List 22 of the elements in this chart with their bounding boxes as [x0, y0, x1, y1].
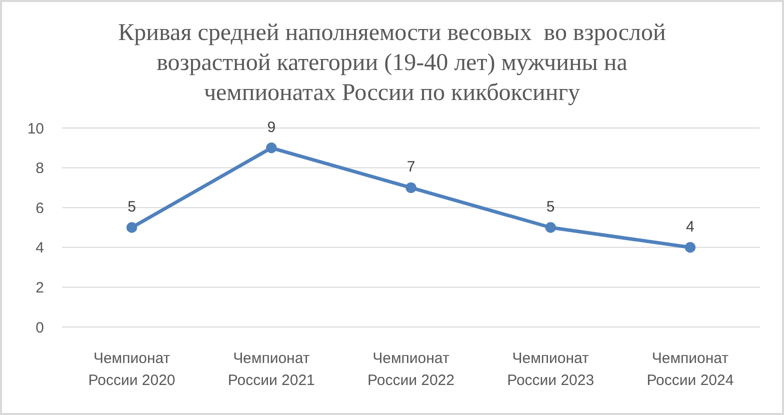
data-label: 7 — [406, 158, 416, 176]
y-tick-label: 0 — [36, 319, 44, 336]
y-tick-label: 10 — [27, 120, 44, 138]
x-tick-label: Чемпионат России 2021 — [228, 350, 315, 389]
y-tick-label: 2 — [36, 279, 44, 296]
point — [266, 142, 277, 154]
data-label: 4 — [686, 218, 694, 236]
point — [126, 222, 138, 233]
data-label: 5 — [128, 198, 136, 216]
y-tick-label: 8 — [36, 160, 44, 178]
x-tick-label: Чемпионат России 2020 — [88, 350, 176, 389]
point — [684, 242, 696, 253]
x-tick-label: Чемпионат России 2024 — [646, 350, 734, 389]
x-tick-label: Чемпионат России 2022 — [368, 350, 454, 389]
data-label: 9 — [267, 118, 276, 136]
x-tick-label: Чемпионат России 2023 — [507, 350, 594, 389]
y-tick-label: 4 — [36, 240, 44, 257]
point — [406, 182, 416, 194]
point — [545, 222, 556, 233]
chart-title: Кривая средней наполняемости весовых во взрослой возрастной категории (19-40 лет) мужчины на чемпионатах России по кикбоксингу — [118, 20, 666, 106]
data-label: 5 — [546, 198, 555, 216]
y-tick-label: 6 — [36, 200, 44, 217]
